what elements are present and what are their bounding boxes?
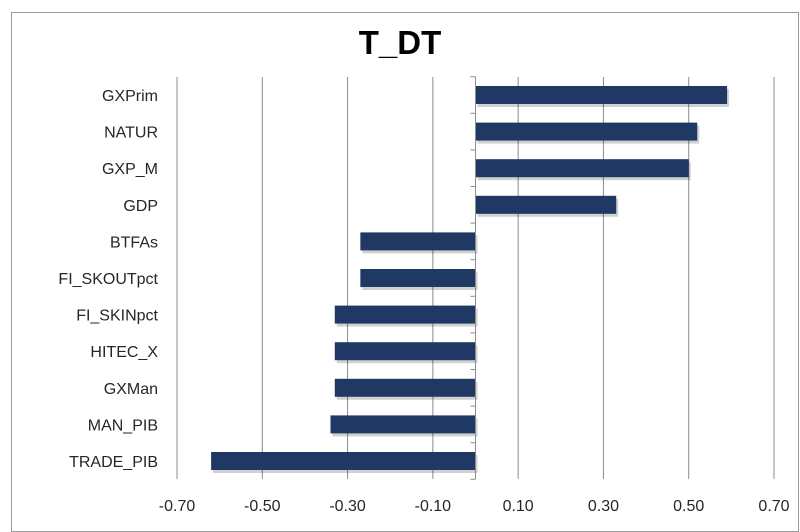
bar — [360, 269, 476, 287]
x-tick-label: 0.10 — [503, 498, 534, 515]
bar — [334, 342, 476, 361]
x-tick-labels: -0.70 -0.50 -0.30 -0.10 0.10 0.30 0.50 0.70 — [159, 498, 790, 515]
bar — [475, 122, 698, 141]
category-label: NATUR — [104, 125, 158, 142]
x-tick-label: 0.70 — [758, 498, 789, 515]
x-tick-label: -0.70 — [159, 498, 196, 515]
bar — [330, 415, 476, 434]
category-labels: GXPrim NATUR GXP_M GDP BTFAs FI_SKOUTpct FI_SK… — [58, 88, 158, 471]
bar — [475, 159, 689, 178]
chart-plot: GXPrim NATUR GXP_M GDP BTFAs FI_SKOUTpct FI_SK… — [58, 76, 790, 515]
category-axis — [470, 76, 476, 480]
gridlines — [176, 77, 775, 479]
category-label: FI_SKOUTpct — [58, 271, 158, 288]
bar — [360, 232, 476, 251]
category-label: FI_SKINpct — [76, 308, 158, 325]
category-label: GXMan — [104, 381, 158, 398]
category-label: BTFAs — [110, 234, 158, 251]
category-label: MAN_PIB — [88, 417, 158, 434]
bar — [334, 378, 476, 397]
category-label: TRADE_PIB — [69, 454, 158, 471]
bar — [475, 195, 617, 214]
category-label: GXP_M — [102, 161, 158, 178]
bar — [334, 305, 476, 324]
x-tick-label: 0.50 — [673, 498, 704, 515]
x-tick-label: -0.10 — [415, 498, 452, 515]
chart-title: T_DT — [358, 24, 442, 61]
x-tick-label: 0.30 — [588, 498, 619, 515]
x-tick-label: -0.30 — [329, 498, 366, 515]
bar — [475, 86, 728, 104]
category-label: GXPrim — [102, 88, 158, 105]
bars — [211, 86, 730, 473]
bar — [211, 452, 476, 470]
category-label: HITEC_X — [90, 344, 158, 361]
category-label: GDP — [123, 198, 158, 215]
x-tick-label: -0.50 — [244, 498, 281, 515]
